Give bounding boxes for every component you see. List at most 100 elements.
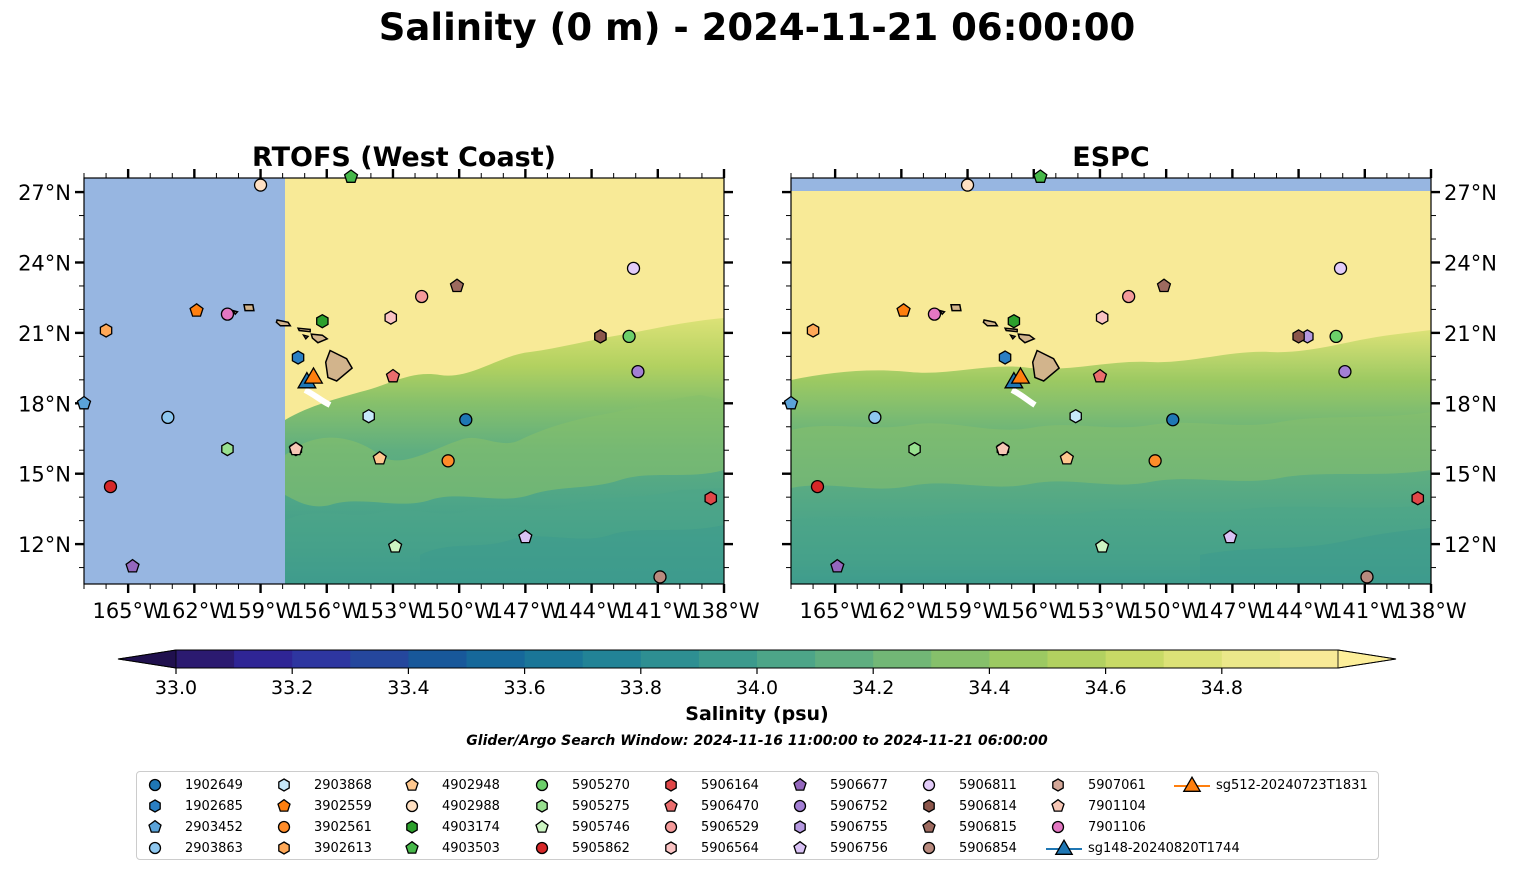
legend-item-4902948: 4902948: [398, 776, 500, 794]
legend-marker-pentagon: [664, 798, 678, 812]
platform-marker-4902948: [1059, 450, 1075, 465]
legend-item-5905275: 5905275: [528, 797, 630, 815]
colorbar-label: Salinity (psu): [685, 703, 829, 725]
platform-marker-4903503: [1033, 169, 1048, 183]
y-tick-label: 15°N: [18, 463, 71, 487]
x-tick-label: 159°W: [932, 599, 1004, 623]
legend-marker-circle: [148, 778, 162, 792]
platform-marker-2903868: [1069, 408, 1082, 424]
legend-symbol: [535, 778, 549, 792]
legend-marker-hexagon: [794, 820, 806, 834]
legend-label: 5906529: [701, 819, 759, 835]
legend-label: 2903868: [314, 777, 372, 793]
x-tick-label: 153°W: [357, 599, 429, 623]
platform-legend: 1902649 1902685 2903452 2903863 2903868 39025…: [136, 771, 1379, 860]
legend-symbol: [793, 777, 807, 791]
y-tick-label: 18°N: [1444, 392, 1497, 416]
legend-marker-pentagon: [405, 777, 419, 791]
rtofs-eddy-a: [285, 395, 724, 507]
legend-marker-circle: [148, 841, 162, 855]
platform-marker-4903174: [316, 313, 329, 329]
legend-symbol: [793, 840, 807, 854]
colorbar-tick-label: 33.4: [387, 677, 429, 699]
legend-item-3902561: 3902561: [270, 818, 372, 836]
legend-item-sg512-20240723T1831: sg512-20240723T1831: [1172, 776, 1368, 794]
x-tick-label: 141°W: [622, 599, 694, 623]
x-tick-label: 150°W: [1130, 599, 1202, 623]
platform-marker-5905270: [622, 329, 636, 344]
colorbar-segment: [408, 650, 468, 668]
x-tick-label: 150°W: [423, 599, 495, 623]
legend-symbol: [665, 841, 677, 855]
platform-marker-3902559: [896, 302, 911, 317]
platform-marker-5906752: [631, 364, 645, 379]
legend-item-5906677: 5906677: [786, 776, 888, 794]
legend-item-1902685: 1902685: [141, 797, 243, 815]
platform-marker-5905275: [908, 441, 921, 457]
legend-label: 5907061: [1088, 777, 1146, 793]
legend-label: 1902685: [185, 798, 243, 814]
legend-item-5907061: 5907061: [1044, 776, 1146, 794]
platform-marker-5905746: [1094, 538, 1110, 553]
rtofs-map: [84, 178, 724, 584]
platform-marker-7901106: [927, 307, 942, 321]
colorbar-segment: [1163, 650, 1223, 668]
island-oahu: [982, 319, 999, 327]
legend-item-5906529: 5906529: [657, 818, 759, 836]
colorbar-tick-label: 34.2: [852, 677, 894, 699]
colorbar-tick-label: 34.6: [1084, 677, 1126, 699]
platform-marker-5906564: [1095, 310, 1109, 325]
legend-marker-circle: [405, 799, 419, 813]
legend-marker-hexagon: [536, 799, 548, 813]
legend-symbol: [149, 799, 161, 813]
legend-symbol: [535, 841, 549, 855]
x-tick-label: 162°W: [866, 599, 938, 623]
island-molokai: [296, 327, 311, 333]
legend-label: 5905270: [572, 777, 630, 793]
platform-marker-5905862: [810, 479, 825, 494]
platform-marker-1902685: [291, 350, 305, 365]
legend-item-3902559: 3902559: [270, 797, 372, 815]
legend-symbol: [405, 799, 419, 813]
legend-label: 2903452: [185, 819, 243, 835]
legend-marker-pentagon: [405, 840, 419, 854]
platform-marker-5906164: [1411, 491, 1425, 506]
colorbar-segment: [1279, 650, 1339, 668]
legend-item-5906752: 5906752: [786, 797, 888, 815]
x-tick-label: 144°W: [556, 599, 628, 623]
platform-marker-5906677: [125, 558, 140, 573]
legend-marker-circle: [793, 799, 807, 813]
y-tick-label: 24°N: [1444, 251, 1497, 275]
legend-symbol: [148, 819, 162, 833]
platform-marker-4902988: [253, 178, 268, 192]
legend-symbol: [277, 798, 291, 812]
y-tick-label: 15°N: [1444, 463, 1497, 487]
rtofs-platform-markers: [76, 169, 718, 584]
colorbar-segment: [1047, 650, 1107, 668]
legend-symbol: [1052, 778, 1064, 792]
legend-symbol: [1182, 776, 1202, 792]
legend-item-5906814: 5906814: [915, 797, 1017, 815]
legend-symbol: [148, 841, 162, 855]
legend-label: 7901104: [1088, 798, 1146, 814]
legend-item-4903174: 4903174: [398, 818, 500, 836]
y-tick-label: 24°N: [18, 251, 71, 275]
x-tick-label: 156°W: [998, 599, 1070, 623]
legend-label: 5905746: [572, 819, 630, 835]
colorbar-extend-high: [1337, 649, 1397, 669]
legend-item-2903863: 2903863: [141, 839, 243, 857]
colorbar-tick-label: 33.6: [503, 677, 545, 699]
legend-marker-hexagon: [149, 799, 161, 813]
island-molokai: [1003, 327, 1018, 333]
colorbar-segment: [698, 650, 758, 668]
legend-marker-hexagon: [923, 799, 935, 813]
legend-symbol: [405, 777, 419, 791]
platform-marker-5906854: [1360, 570, 1374, 584]
legend-symbol: [922, 778, 936, 792]
legend-label: 4903174: [442, 819, 500, 835]
platform-marker-5906564: [384, 310, 398, 325]
legend-label: 5906755: [830, 819, 888, 835]
legend-marker-circle: [922, 841, 936, 855]
x-tick-label: 162°W: [159, 599, 231, 623]
